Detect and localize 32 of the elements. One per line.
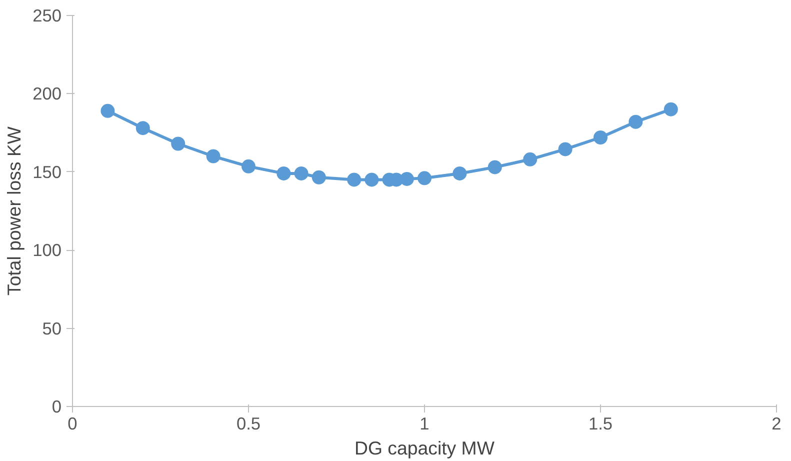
- point: [206, 149, 220, 164]
- point: [294, 166, 308, 180]
- x-tick-label: 2: [772, 414, 782, 434]
- point: [242, 159, 256, 174]
- x-tick-label: 1: [420, 414, 430, 434]
- point: [100, 104, 115, 118]
- point: [488, 160, 502, 174]
- point: [452, 166, 467, 180]
- point: [171, 136, 186, 151]
- y-tick-label: 100: [32, 240, 62, 260]
- point: [312, 170, 326, 184]
- y-tick-label: 50: [42, 318, 62, 338]
- point: [558, 142, 572, 156]
- y-tick-label: 0: [52, 396, 62, 416]
- y-tick-label: 200: [32, 84, 62, 104]
- y-axis-title: Total power loss KW: [4, 126, 25, 296]
- x-axis-title: DG capacity MW: [354, 438, 495, 458]
- point: [400, 172, 414, 186]
- point: [523, 152, 538, 166]
- x-tick-label: 0: [68, 414, 78, 434]
- point: [664, 102, 678, 116]
- point: [594, 130, 608, 144]
- point: [136, 121, 150, 136]
- x-tick-label: 0.5: [236, 414, 261, 434]
- y-tick-label: 250: [32, 6, 62, 26]
- point: [364, 172, 379, 187]
- point: [628, 114, 643, 129]
- point: [276, 166, 291, 180]
- point: [347, 172, 362, 187]
- point: [418, 171, 432, 186]
- x-tick-label: 1.5: [588, 414, 613, 434]
- y-tick-label: 150: [32, 162, 62, 182]
